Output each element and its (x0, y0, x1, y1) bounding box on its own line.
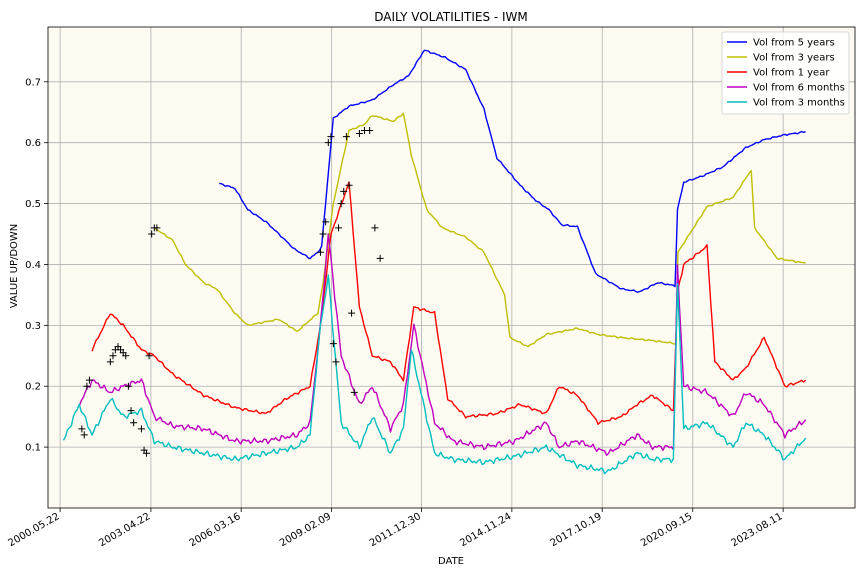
plus-marker (332, 358, 340, 366)
plus-marker (322, 218, 330, 226)
plus-marker (324, 139, 332, 147)
x-tick-label: 2011.12.30 (368, 511, 423, 549)
plus-marker (355, 130, 363, 138)
plot-area (48, 27, 855, 508)
x-tick-label: 2003.04.22 (97, 511, 152, 549)
plus-marker (145, 352, 153, 360)
y-tick-label: 0.4 (25, 260, 41, 271)
plus-marker (345, 181, 353, 189)
x-tick-label: 2009.02.09 (278, 511, 333, 549)
plus-marker (327, 133, 335, 141)
x-tick-label: 2014.11.24 (458, 511, 513, 549)
plus-marker (148, 230, 156, 238)
plus-marker (335, 224, 343, 232)
chart-title: DAILY VOLATILITIES - IWM (374, 10, 528, 24)
y-tick-label: 0.3 (25, 321, 41, 332)
x-tick-label: 2023.08.11 (730, 511, 785, 549)
plus-marker (319, 230, 327, 238)
y-tick-label: 0.2 (25, 382, 41, 393)
plus-marker (83, 382, 91, 390)
plus-marker (316, 248, 324, 256)
plus-marker (350, 388, 358, 396)
legend: Vol from 5 years Vol from 3 years Vol from… (721, 31, 850, 115)
legend-label-2: Vol from 3 years (753, 53, 835, 64)
legend-label-3: Vol from 1 year (753, 68, 830, 79)
series-line-5 (62, 274, 807, 475)
y-tick-label: 0.5 (25, 199, 41, 210)
plus-marker (337, 200, 345, 208)
plus-marker (85, 376, 93, 384)
series-line-4 (78, 233, 807, 456)
plus-marker (80, 431, 88, 439)
plus-marker (137, 425, 145, 433)
plus-marker (127, 407, 135, 415)
x-tick-label: 2000.05.22 (7, 511, 62, 549)
x-tick-label: 2006.03.16 (188, 511, 243, 549)
plus-marker (329, 340, 337, 348)
x-axis-label: DATE (438, 556, 464, 567)
series-line-2 (153, 112, 806, 348)
y-axis-label: VALUE UP/DOWN (9, 224, 20, 309)
legend-box (721, 31, 850, 115)
plus-marker (342, 133, 350, 141)
plot-frame (47, 26, 856, 509)
legend-label-1: Vol from 5 years (753, 38, 835, 49)
marker-group (78, 127, 384, 457)
x-tick-label: 2017.10.19 (549, 511, 604, 549)
plus-marker (142, 449, 150, 457)
plus-marker (348, 309, 356, 317)
plus-marker (366, 127, 374, 135)
y-tick-label: 0.6 (25, 138, 41, 149)
y-tick-label: 0.7 (25, 77, 41, 88)
legend-label-5: Vol from 3 months (753, 98, 845, 109)
plus-marker (371, 224, 379, 232)
plus-marker (78, 425, 86, 433)
series-lines (62, 49, 807, 475)
plus-marker (122, 352, 130, 360)
plus-marker (106, 358, 114, 366)
plus-marker (376, 254, 384, 262)
legend-label-4: Vol from 6 months (753, 83, 845, 94)
plus-marker (340, 187, 348, 195)
plus-marker (109, 352, 117, 360)
plus-marker (124, 382, 132, 390)
y-tick-label: 0.1 (25, 443, 41, 454)
plus-marker (130, 419, 138, 427)
plus-marker (153, 224, 161, 232)
series-line-3 (91, 181, 807, 425)
x-tick-label: 2020.09.15 (639, 511, 694, 549)
